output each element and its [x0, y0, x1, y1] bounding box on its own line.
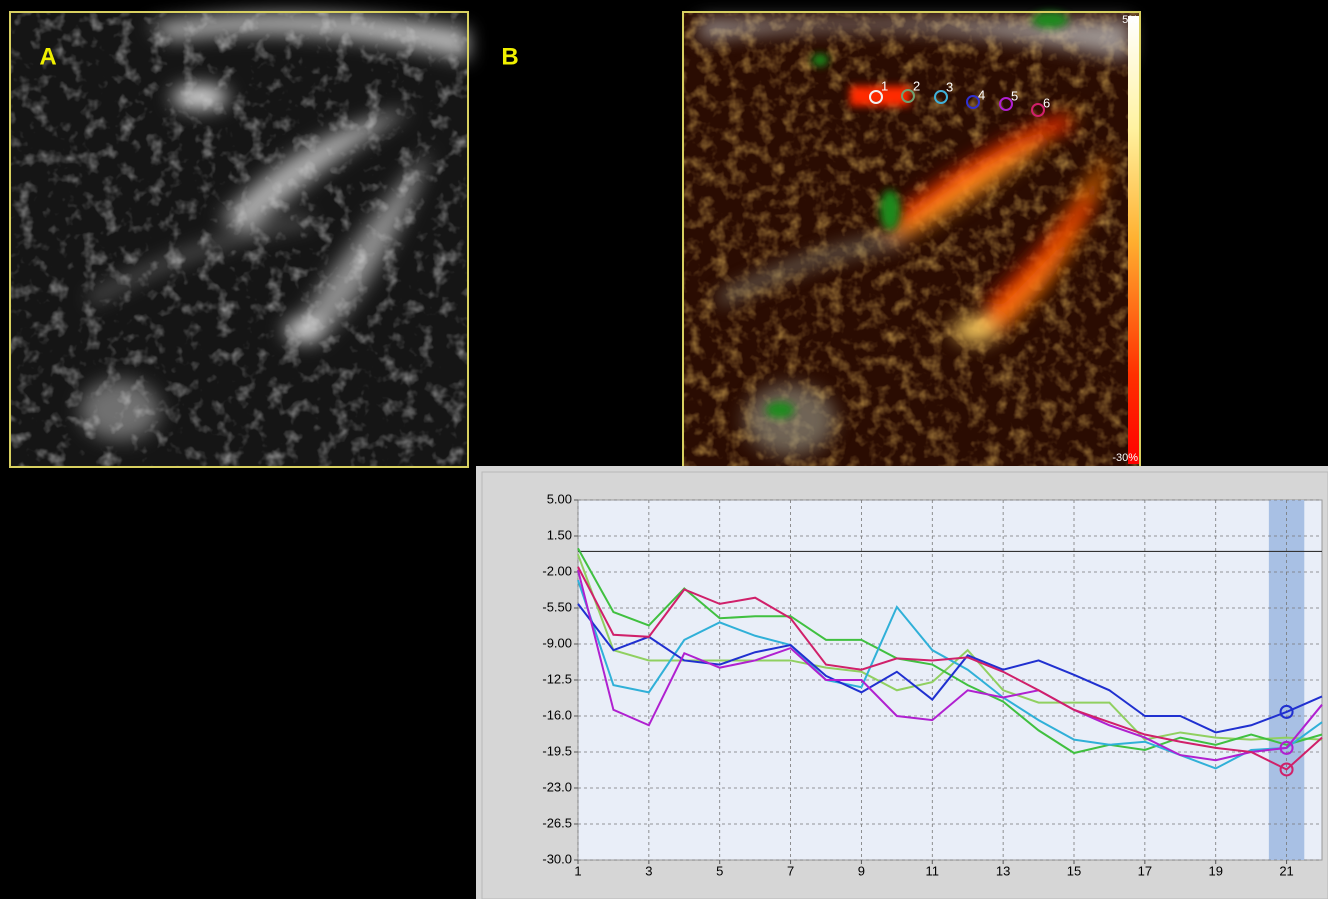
y-tick-label: -16.0 — [542, 707, 572, 722]
roi-markers: 1 2 3 4 5 6 — [869, 78, 1050, 117]
x-tick-label: 15 — [1067, 863, 1081, 878]
roi-label: 1 — [881, 78, 888, 93]
y-tick-label: -26.5 — [542, 815, 572, 830]
roi: 2 — [901, 78, 920, 103]
roi: 4 — [966, 87, 985, 109]
x-tick-label: 5 — [716, 863, 723, 878]
series-line — [577, 566, 1323, 771]
y-tick-label: -2.00 — [542, 563, 572, 578]
chart: 5.00 1.50 -2.00 -5.50 -9.00 -12.5 -16.0 -19.5 -2… — [542, 491, 1323, 878]
y-tick-label: -19.5 — [542, 743, 572, 758]
roi-label: 2 — [913, 78, 920, 93]
roi-label: 6 — [1043, 95, 1050, 110]
cursor-marker — [1279, 740, 1294, 755]
roi-circle — [901, 89, 915, 103]
x-tick-label: 17 — [1138, 863, 1152, 878]
cursor-marker — [1279, 762, 1294, 777]
panel-label: A — [39, 43, 56, 70]
series-line — [577, 579, 1323, 770]
roi-label: 3 — [946, 79, 953, 94]
x-tick-label: 9 — [858, 863, 865, 878]
roi: 1 — [869, 78, 888, 104]
y-tick-label: -23.0 — [542, 779, 572, 794]
roi: 6 — [1031, 95, 1050, 117]
y-tick-label: -12.5 — [542, 671, 572, 686]
image-a — [9, 11, 469, 468]
y-tick-label: 1.50 — [547, 527, 572, 542]
x-tick-label: 19 — [1208, 863, 1222, 878]
roi-circle — [966, 95, 980, 109]
colorbar-min: -30% — [1112, 452, 1138, 464]
series-line — [577, 547, 1323, 755]
x-tick-label: 3 — [645, 863, 652, 878]
image-b — [682, 11, 1141, 468]
colorbar-max: 5% — [1122, 14, 1138, 26]
roi: 3 — [934, 79, 953, 104]
x-tick-label: 21 — [1279, 863, 1293, 878]
roi-label: 5 — [1011, 88, 1018, 103]
chart-panel-border — [481, 471, 1328, 899]
cursor-marker — [1279, 704, 1294, 719]
y-tick-label: 5.00 — [547, 491, 572, 506]
x-tick-label: 13 — [996, 863, 1010, 878]
roi-circle — [869, 90, 883, 104]
x-tick-label: 1 — [574, 863, 581, 878]
x-tick-label: 11 — [926, 863, 940, 878]
series-line — [577, 569, 1323, 762]
y-tick-label: -9.00 — [542, 635, 572, 650]
panel-label: B — [501, 43, 518, 70]
series-line — [577, 603, 1323, 734]
y-tick-label: -5.50 — [542, 599, 572, 614]
y-tick-label: -30.0 — [542, 851, 572, 866]
roi: 5 — [999, 88, 1018, 111]
roi-circle — [999, 97, 1013, 111]
roi-circle — [934, 90, 948, 104]
x-tick-label: 7 — [787, 863, 794, 878]
roi-label: 4 — [978, 87, 985, 102]
roi-circle — [1031, 103, 1045, 117]
